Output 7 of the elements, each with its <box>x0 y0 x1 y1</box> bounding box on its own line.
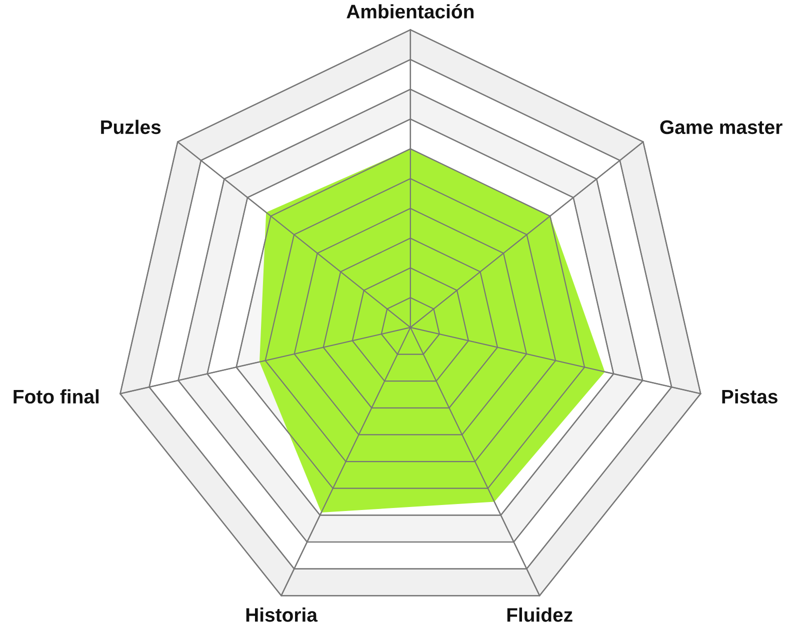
spoke-label: Historia <box>246 608 318 622</box>
spoke-label: Pistas <box>722 389 778 404</box>
spoke-label: Ambientación <box>346 4 474 18</box>
spoke-label: Foto final <box>14 389 99 404</box>
spoke-label: Game master <box>660 120 782 134</box>
spoke-label: Puzles <box>101 120 161 134</box>
spoke-label: Fluidez <box>507 608 572 622</box>
